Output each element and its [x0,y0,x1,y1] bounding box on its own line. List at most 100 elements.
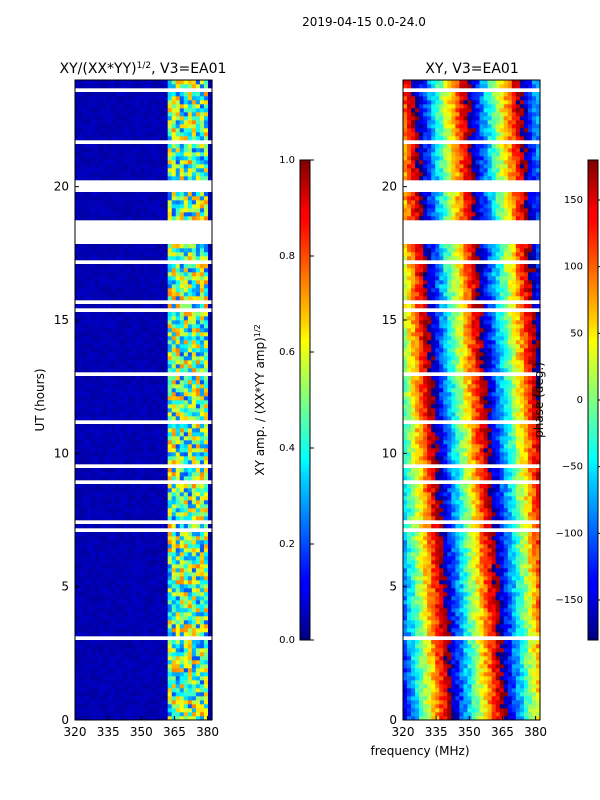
amp-cell [135,624,141,629]
amp-cell [143,452,149,457]
amp-cell [111,288,116,293]
amp-cell [143,628,149,633]
amp-cell [195,432,201,437]
amp-cell [131,252,137,257]
amp-cell [163,512,169,517]
amp-cell [87,592,92,597]
amp-cell [123,548,128,553]
amp-cell [103,272,108,277]
amp-cell [195,248,201,253]
amp-cell [155,360,161,365]
amp-cell [99,680,104,685]
amp-cell [203,404,209,409]
amp-cell [119,144,124,149]
amp-cell [123,384,128,389]
amp-cell [135,296,141,301]
amp-cell [203,316,209,321]
amp-cell [119,116,124,121]
amp-cell [151,620,157,625]
amp-cell [207,512,213,517]
amp-cell [207,548,213,553]
amp-cell [159,672,165,677]
amp-cell [199,688,205,693]
phase-cell [463,716,469,721]
phase-cell [443,704,448,709]
phase-cell [419,696,424,701]
amp-cell [91,160,96,165]
phase-cell [495,712,501,717]
amp-cell [79,108,84,113]
amp-cell [123,172,128,177]
amp-cell [83,652,88,657]
amp-cell [103,200,108,205]
amp-cell [99,576,104,581]
amp-cell [115,404,120,409]
amp-cell [175,652,181,657]
amp-cell [195,544,201,549]
amp-cell [171,656,177,661]
amp-cell [83,660,88,665]
amp-cell [155,364,161,369]
amp-cell [83,712,88,717]
amp-cell [87,248,92,253]
amp-cell [159,392,165,397]
amp-cell [75,108,80,113]
amp-cell [103,328,108,333]
amp-cell [143,704,149,709]
amp-cell [99,612,104,617]
amp-cell [175,536,181,541]
amp-cell [195,368,201,373]
amp-cell [135,652,141,657]
amp-cell [115,392,120,397]
amp-cell [167,576,173,581]
amp-cell [79,628,84,633]
amp-cell [103,400,108,405]
amp-cell [171,168,177,173]
amp-cell [147,276,153,281]
amp-cell [175,276,181,281]
amp-cell [131,332,137,337]
amp-cell [191,496,197,501]
amp-cell [143,488,149,493]
amp-cell [123,632,128,637]
amp-cell [199,428,205,433]
amp-cell [143,340,149,345]
amp-cell [107,416,112,421]
amp-cell [131,172,137,177]
amp-cell [207,544,213,549]
phase-cell [535,696,541,701]
amp-cell [151,672,157,677]
amp-cell [139,592,145,597]
amp-cell [91,488,96,493]
amp-cell [171,628,177,633]
amp-cell [143,400,149,405]
amp-cell [179,296,185,301]
amp-cell [203,444,209,449]
amp-cell [115,304,120,309]
amp-cell [79,596,84,601]
amp-cell [171,568,177,573]
amp-cell [163,632,169,637]
amp-cell [191,468,197,473]
amp-cell [99,568,104,573]
amp-cell [171,160,177,165]
amp-cell [99,384,104,389]
phase-cell [455,708,461,713]
amp-cell [143,444,149,449]
amp-cell [135,608,141,613]
amp-cell [195,144,201,149]
amp-cell [139,484,145,489]
amp-cell [91,624,96,629]
amp-cell [107,412,112,417]
phase-cell [503,716,509,721]
amp-cell [123,580,128,585]
amp-cell [163,584,169,589]
amp-cell [163,388,169,393]
amp-cell [83,288,88,293]
phase-cell [423,700,428,705]
amp-cell [103,644,108,649]
amp-cell [199,536,205,541]
amp-cell [99,620,104,625]
amp-cell [199,304,205,309]
amp-cell [143,524,149,529]
